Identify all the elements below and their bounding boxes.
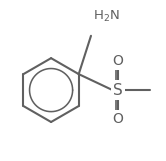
Text: H$_2$N: H$_2$N	[93, 9, 119, 24]
Text: S: S	[113, 83, 123, 98]
Text: O: O	[113, 112, 124, 126]
Text: O: O	[113, 54, 124, 68]
